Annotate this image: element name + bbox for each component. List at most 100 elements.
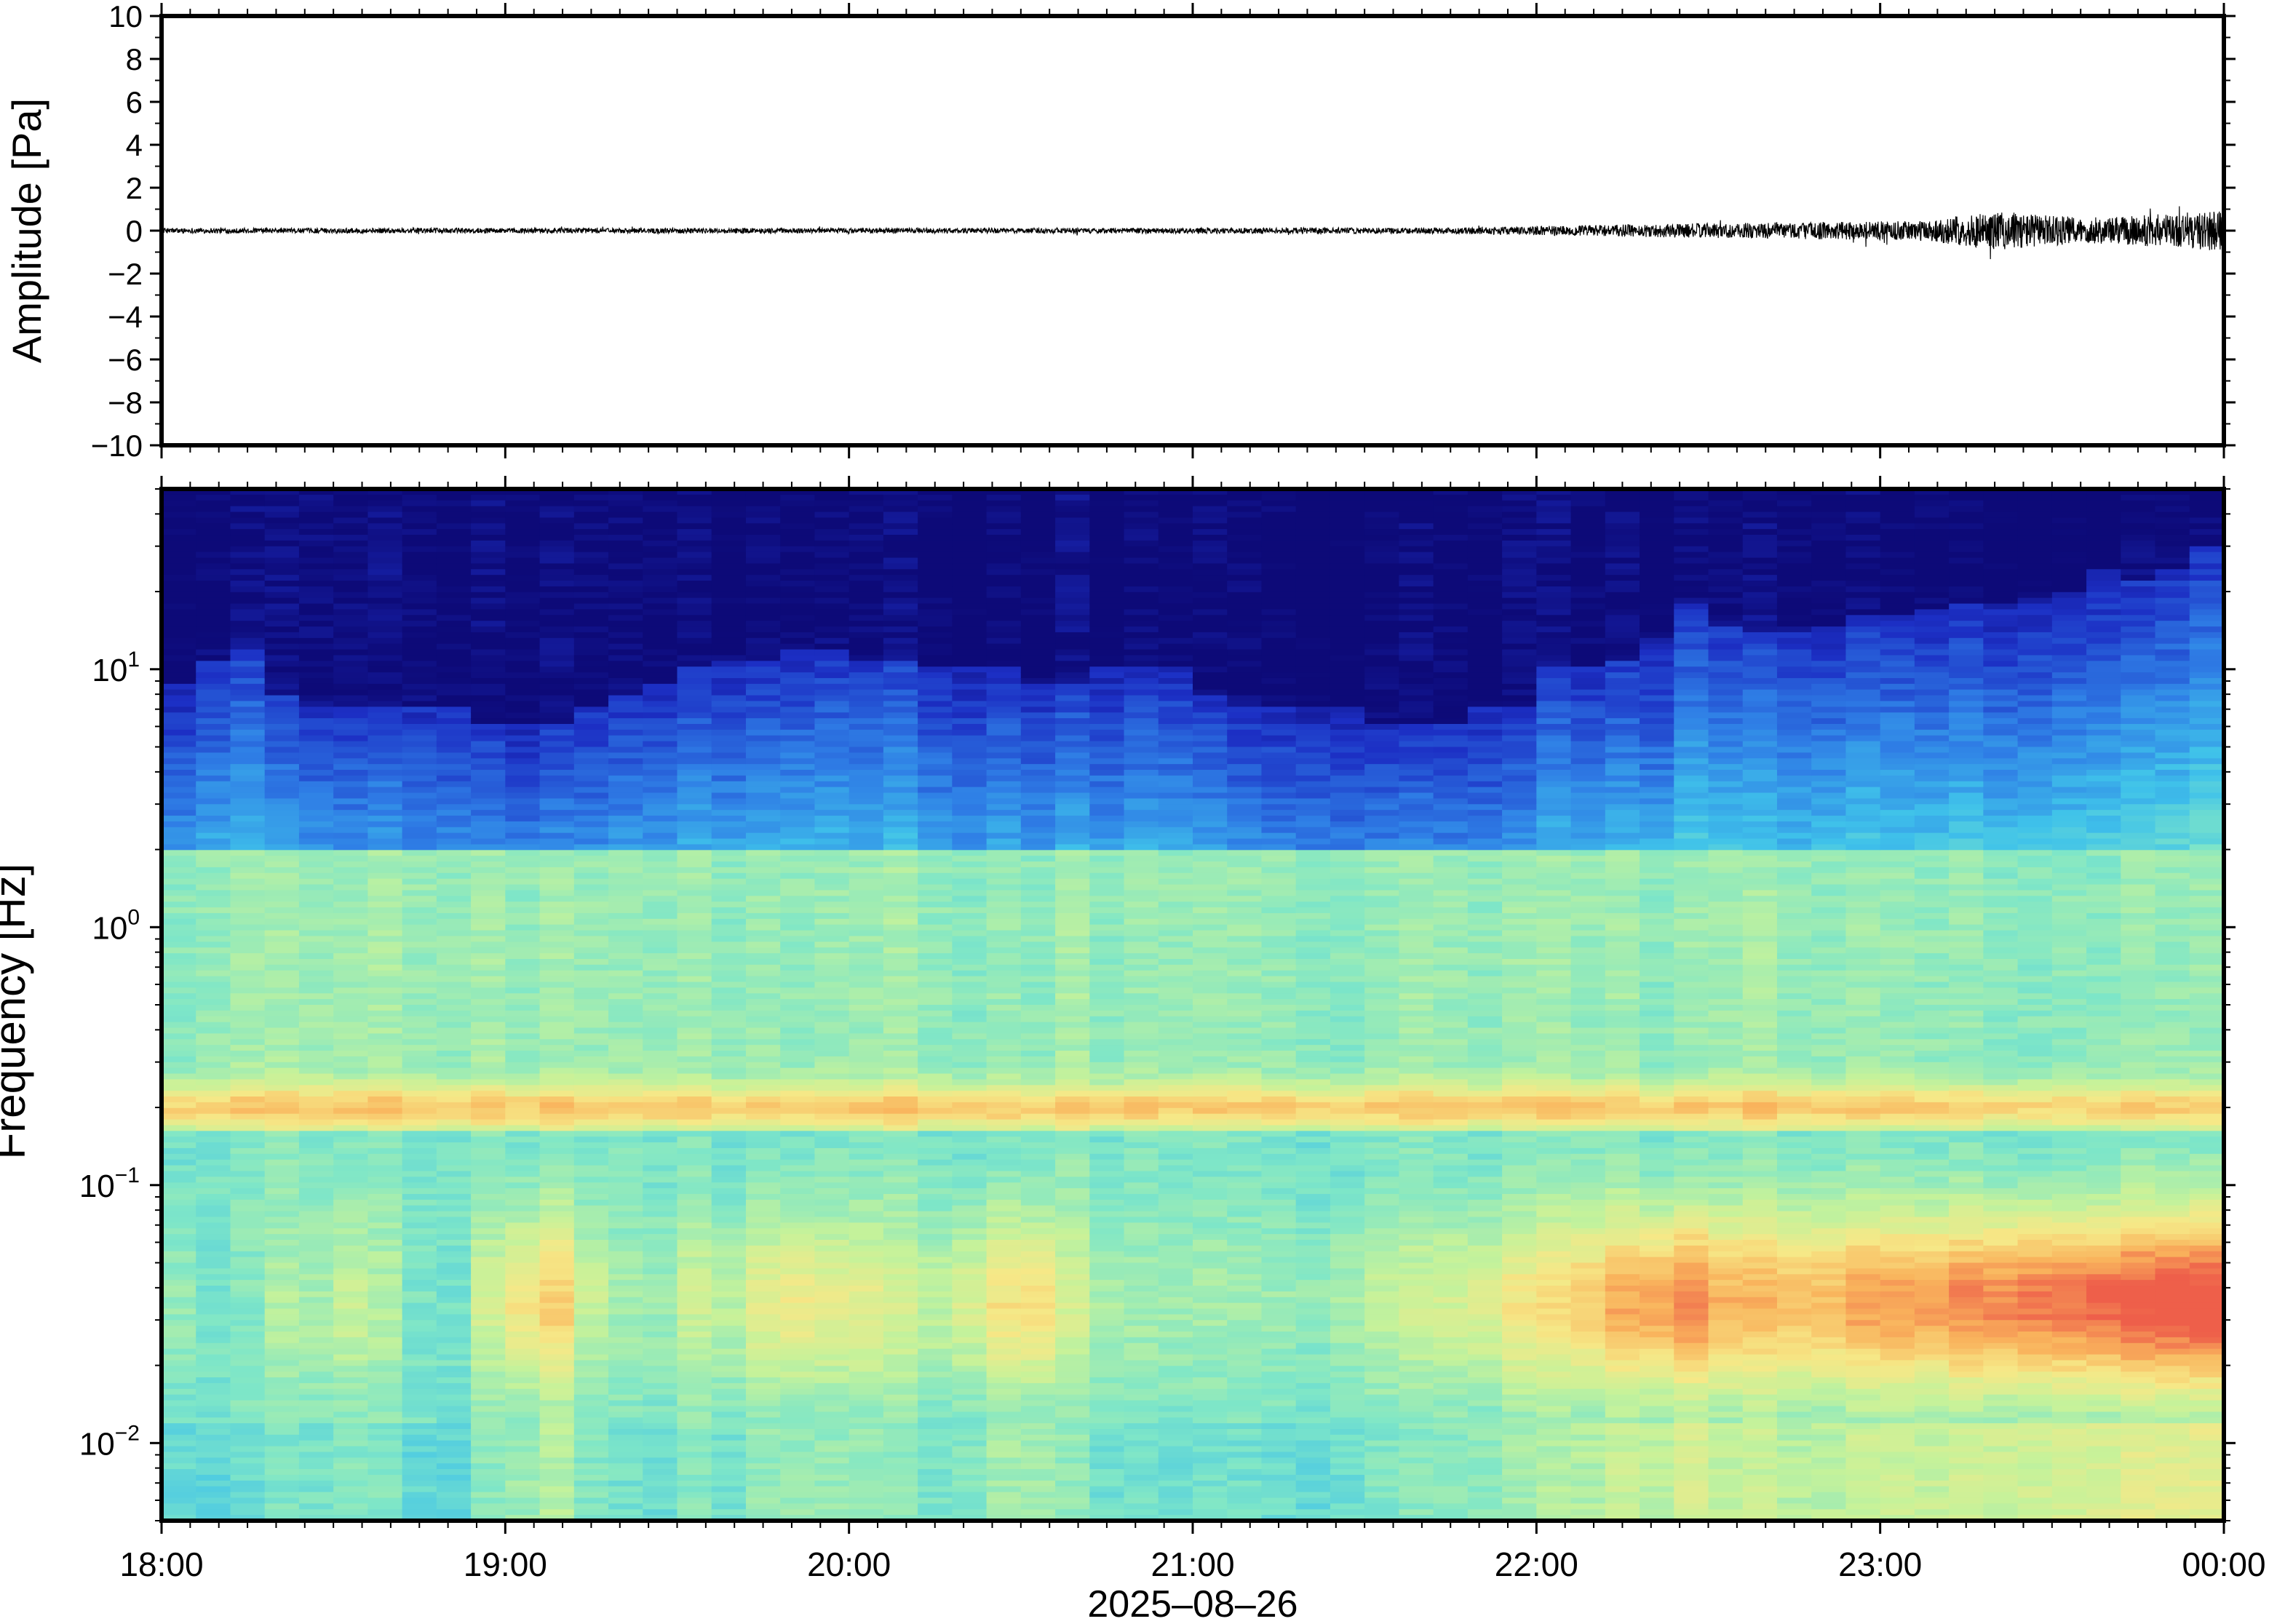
spectrogram-cell — [471, 529, 506, 536]
spectrogram-cell — [883, 936, 918, 943]
spectrogram-cell — [1055, 706, 1091, 714]
spectrogram-cell — [745, 683, 781, 690]
spectrogram-cell — [918, 901, 953, 908]
spectrogram-cell — [539, 1492, 575, 1499]
spectrogram-cell — [367, 1257, 403, 1264]
spectrogram-cell — [298, 592, 334, 599]
spectrogram-cell — [505, 861, 541, 868]
spectrogram-cell — [745, 1177, 781, 1184]
spectrogram-cell — [849, 661, 884, 668]
spectrogram-cell — [780, 729, 816, 736]
spectrogram-cell — [711, 993, 747, 1000]
spectrogram-cell — [643, 1056, 678, 1063]
spectrogram-cell — [333, 1492, 369, 1499]
spectrogram-cell — [505, 517, 541, 525]
spectrogram-cell — [711, 1211, 747, 1218]
spectrogram-cell — [608, 637, 644, 645]
spectrogram-cell — [230, 1308, 266, 1315]
spectrogram-cell — [573, 1286, 609, 1292]
spectrogram-cell — [1020, 677, 1056, 685]
spectrogram-cell — [196, 827, 231, 834]
spectrogram-cell — [986, 1354, 1022, 1361]
spectrogram-cell — [573, 781, 609, 788]
spectrogram-cell — [711, 1257, 747, 1264]
spectrogram-cell — [849, 901, 884, 908]
spectrogram-cell — [677, 781, 712, 788]
spectrogram-cell — [162, 741, 197, 748]
spectrogram-cell — [539, 540, 575, 547]
spectrogram-cell — [471, 706, 506, 714]
spectrogram-cell — [230, 1096, 266, 1103]
spectrogram-cell — [573, 1205, 609, 1212]
spectrogram-cell — [780, 506, 816, 513]
spectrogram-cell — [745, 695, 781, 702]
spectrogram-cell — [883, 712, 918, 719]
spectrogram-cell — [196, 529, 231, 536]
spectrogram-cell — [814, 907, 850, 914]
spectrogram-cell — [264, 1372, 300, 1378]
spectrogram-cell — [162, 827, 197, 834]
spectrogram-cell — [643, 1177, 678, 1184]
spectrogram-cell — [333, 506, 369, 513]
spectrogram-cell — [677, 1372, 712, 1378]
spectrogram-cell — [436, 569, 472, 576]
spectrogram-cell — [814, 850, 850, 856]
spectrogram-cell — [711, 1125, 747, 1132]
spectrogram-cell — [745, 827, 781, 834]
spectrogram-cell — [608, 970, 644, 977]
spectrogram-cell — [677, 1412, 712, 1418]
spectrogram-cell — [711, 546, 747, 553]
spectrogram-cell — [1055, 1051, 1091, 1057]
spectrogram-cell — [436, 632, 472, 639]
spectrogram-cell — [849, 1119, 884, 1126]
spectrogram-cell — [298, 626, 334, 633]
spectrogram-cell — [471, 1457, 506, 1465]
spectrogram-cell — [264, 878, 300, 885]
spectrogram-cell — [883, 844, 918, 851]
spectrogram-cell — [539, 1382, 575, 1390]
spectrogram-cell — [471, 752, 506, 760]
spectrogram-cell — [333, 1239, 369, 1246]
spectrogram-cell — [986, 489, 1022, 495]
spectrogram-cell — [402, 816, 437, 822]
spectrogram-cell — [849, 1440, 884, 1447]
spectrogram-cell — [745, 1286, 781, 1292]
spectrogram-cell — [436, 1245, 472, 1252]
spectrogram-cell — [196, 912, 231, 920]
spectrogram-cell — [230, 1360, 266, 1367]
spectrogram-cell — [162, 901, 197, 908]
spectrogram-cell — [849, 1051, 884, 1057]
spectrogram-cell — [780, 982, 816, 989]
spectrogram-cell — [711, 643, 747, 650]
spectrogram-cell — [745, 1045, 781, 1051]
spectrogram-cell — [539, 1394, 575, 1401]
spectrogram-cell — [230, 936, 266, 943]
spectrogram-cell — [367, 1326, 403, 1332]
spectrogram-cell — [814, 1480, 850, 1487]
spectrogram-cell — [849, 1348, 884, 1356]
spectrogram-cell — [780, 1222, 816, 1230]
spectrogram-cell — [883, 1406, 918, 1413]
spectrogram-cell — [643, 1302, 678, 1310]
spectrogram-cell — [1020, 1039, 1056, 1046]
spectrogram-cell — [230, 609, 266, 616]
spectrogram-cell — [608, 546, 644, 553]
spectrogram-cell — [677, 1280, 712, 1286]
spectrogram-cell — [745, 575, 781, 581]
spectrogram-cell — [333, 861, 369, 868]
spectrogram-cell — [711, 1079, 747, 1086]
spectrogram-cell — [1055, 764, 1091, 771]
spectrogram-cell — [298, 637, 334, 645]
spectrogram-cell — [436, 1033, 472, 1040]
spectrogram-cell — [918, 1388, 953, 1396]
spectrogram-cell — [643, 1492, 678, 1499]
spectrogram-cell — [230, 489, 266, 495]
spectrogram-cell — [230, 1016, 266, 1023]
spectrogram-cell — [298, 792, 334, 800]
spectrogram-cell — [608, 615, 644, 621]
spectrogram-cell — [677, 523, 712, 530]
spectrogram-cell — [814, 1469, 850, 1476]
spectrogram-cell — [780, 1286, 816, 1292]
spectrogram-cell — [298, 609, 334, 616]
spectrogram-cell — [643, 792, 678, 800]
